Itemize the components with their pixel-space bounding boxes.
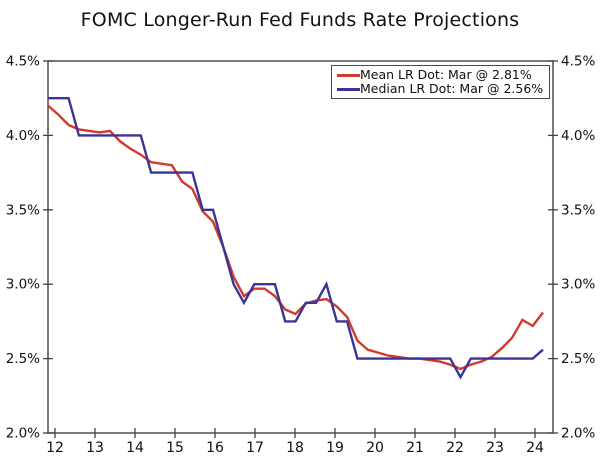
median-line-swatch-icon: [337, 87, 360, 91]
x-axis-label: 16: [206, 440, 224, 456]
y-axis-label-right: 2.0%: [561, 426, 595, 442]
x-axis-label: 18: [286, 440, 304, 456]
x-axis-label: 15: [166, 440, 184, 456]
x-axis-label: 21: [406, 440, 424, 456]
x-axis-label: 22: [446, 440, 464, 456]
median-line: [48, 96, 544, 380]
y-axis-label-right: 2.5%: [561, 351, 595, 367]
y-axis-label-right: 4.0%: [561, 128, 595, 144]
y-axis-label-left: 2.0%: [6, 426, 40, 442]
x-axis-label: 20: [366, 440, 384, 456]
mean-line-swatch-icon: [337, 73, 360, 77]
axis-frame: [47, 60, 554, 434]
mean-line: [47, 104, 544, 371]
legend-label-mean: Mean LR Dot: Mar @ 2.81%: [360, 67, 532, 82]
chart-title: FOMC Longer-Run Fed Funds Rate Projectio…: [80, 9, 520, 31]
y-axis-label-right: 4.5%: [561, 54, 595, 70]
y-axis-label-left: 2.5%: [6, 351, 40, 367]
x-axis-label: 19: [326, 440, 344, 456]
y-axis-label-left: 3.5%: [6, 202, 40, 218]
x-axis-label: 17: [246, 440, 264, 456]
legend-item-mean: Mean LR Dot: Mar @ 2.81%: [337, 68, 543, 82]
y-axis-label-right: 3.0%: [561, 277, 595, 293]
y-axis-label-left: 4.5%: [6, 54, 40, 70]
y-axis-label-right: 3.5%: [561, 202, 595, 218]
y-axis-label-left: 4.0%: [6, 128, 40, 144]
legend: Mean LR Dot: Mar @ 2.81% Median LR Dot: …: [331, 65, 551, 99]
legend-item-median: Median LR Dot: Mar @ 2.56%: [337, 82, 543, 96]
x-axis-label: 24: [526, 440, 544, 456]
legend-label-median: Median LR Dot: Mar @ 2.56%: [360, 81, 544, 96]
x-axis-label: 12: [46, 440, 64, 456]
x-axis-label: 13: [86, 440, 104, 456]
x-axis-label: 23: [486, 440, 504, 456]
x-axis-label: 14: [126, 440, 144, 456]
y-axis-label-left: 3.0%: [6, 277, 40, 293]
